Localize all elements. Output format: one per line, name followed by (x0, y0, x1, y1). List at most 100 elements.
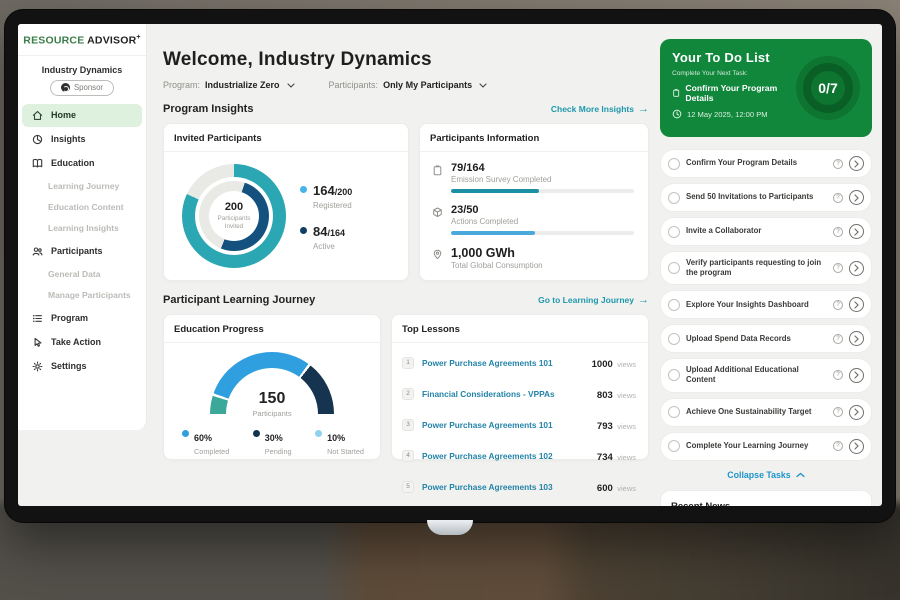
views-count: 734 (596, 451, 613, 463)
info-icon[interactable]: ? (833, 158, 843, 169)
collapse-tasks-link[interactable]: Collapse Tasks (660, 470, 872, 480)
checkbox-icon[interactable] (668, 298, 680, 311)
todo-item-label: Verify participants requesting to join t… (686, 258, 822, 278)
link-label: Check More Insights (550, 104, 634, 114)
progress-track (451, 189, 634, 193)
todo-item-label: Explore Your Insights Dashboard (686, 299, 809, 309)
chevron-right-icon[interactable] (849, 331, 864, 347)
checkbox-icon[interactable] (668, 225, 680, 238)
due-label: 12 May 2025, 12:00 PM (687, 109, 768, 119)
participants-info-list: 79/164 Emission Survey Completed 23/50 (430, 152, 638, 270)
active-label: Active (313, 241, 335, 251)
sidebar-item-education[interactable]: Education (22, 152, 142, 175)
chevron-right-icon[interactable] (849, 367, 864, 383)
todo-item-send-invitations[interactable]: Send 50 Invitations to Participants ? (660, 183, 872, 212)
program-filter[interactable]: Program: Industrialize Zero (163, 80, 295, 90)
brand-primary: RESOURCE (23, 34, 85, 47)
info-icon[interactable]: ? (833, 226, 843, 237)
lesson-row: 3 Power Purchase Agreements 101 793 view… (402, 409, 638, 440)
sidebar-item-learning-insights[interactable]: Learning Insights (48, 223, 119, 233)
metric-value: 23/50 (451, 204, 479, 216)
lesson-link[interactable]: Power Purchase Agreements 101 (422, 419, 553, 430)
next-task-label: Confirm Your Program Details (685, 83, 778, 103)
chevron-right-icon[interactable] (849, 190, 864, 205)
sidebar-item-take-action[interactable]: Take Action (22, 331, 142, 354)
recent-news-title: Recent News (671, 500, 731, 507)
info-icon[interactable]: ? (833, 263, 843, 274)
chevron-right-icon[interactable] (849, 404, 864, 420)
sidebar-item-label: Settings (51, 361, 87, 371)
info-icon[interactable]: ? (833, 441, 843, 451)
chevron-right-icon[interactable] (849, 297, 864, 313)
checkbox-icon[interactable] (668, 406, 680, 418)
sidebar-item-participants[interactable]: Participants (22, 240, 142, 263)
todo-item-complete-learning-journey[interactable]: Complete Your Learning Journey ? (660, 431, 872, 461)
gauge-label: Participants (252, 409, 292, 418)
chevron-right-icon[interactable] (849, 156, 864, 171)
monitor-stand-notch (427, 520, 473, 535)
pending-dot-icon (252, 430, 260, 437)
rank-badge: 2 (402, 387, 414, 400)
sidebar-item-label: Participants (51, 246, 103, 256)
sidebar-item-general-data[interactable]: General Data (48, 269, 101, 279)
chevron-right-icon[interactable] (849, 224, 864, 239)
sidebar-item-settings[interactable]: Settings (22, 355, 142, 378)
sidebar-item-program[interactable]: Program (22, 307, 142, 330)
sidebar-item-education-content[interactable]: Education Content (48, 202, 124, 212)
actions-completed-row: 23/50 Actions Completed (432, 204, 634, 235)
todo-item-label: Upload Spend Data Records (686, 333, 791, 343)
lesson-link[interactable]: Financial Considerations - VPPAs (422, 388, 555, 399)
checkbox-icon[interactable] (668, 262, 680, 275)
todo-item-explore-insights[interactable]: Explore Your Insights Dashboard ? (660, 290, 872, 320)
checkbox-icon[interactable] (668, 332, 680, 345)
sidebar-item-insights[interactable]: Insights (22, 128, 142, 151)
checkbox-icon[interactable] (668, 440, 680, 452)
sponsor-label: Sponsor (73, 83, 104, 92)
education-progress-card: Education Progress 150 Participants (163, 314, 381, 460)
active-total: /164 (327, 227, 345, 238)
info-icon[interactable]: ? (833, 299, 843, 310)
program-filter-label: Program: (163, 80, 201, 90)
check-more-insights-link[interactable]: Check More Insights → (551, 103, 649, 115)
program-insights-header: Program Insights Check More Insights → (163, 103, 649, 115)
info-icon[interactable]: ? (833, 407, 843, 417)
sidebar-nav: Home Insights Education Learning Journey… (18, 103, 146, 378)
participants-filter[interactable]: Participants: Only My Participants (329, 80, 488, 90)
consumption-row: 1,000 GWh Total Global Consumption (432, 246, 634, 270)
checkbox-icon[interactable] (668, 369, 680, 382)
checkbox-icon[interactable] (668, 191, 680, 204)
todo-item-confirm-program[interactable]: Confirm Your Program Details ? (660, 149, 872, 178)
todo-item-upload-educational-content[interactable]: Upload Additional Educational Content ? (660, 358, 872, 393)
info-icon[interactable]: ? (833, 333, 843, 344)
chevron-right-icon[interactable] (849, 438, 864, 454)
views-count: 803 (596, 389, 613, 401)
todo-item-achieve-target[interactable]: Achieve One Sustainability Target ? (660, 397, 872, 427)
clock-icon (672, 109, 682, 119)
emission-survey-row: 79/164 Emission Survey Completed (432, 162, 634, 193)
lesson-link[interactable]: Power Purchase Agreements 101 (422, 357, 553, 368)
chevron-right-icon[interactable] (849, 260, 864, 276)
metric-label: Actions Completed (451, 217, 519, 226)
home-icon (32, 110, 43, 120)
todo-item-upload-spend-data[interactable]: Upload Spend Data Records ? (660, 324, 872, 354)
center-column: Welcome, Industry Dynamics Program: Indu… (163, 36, 649, 506)
arrow-right-icon: → (638, 294, 649, 306)
sidebar-item-manage-participants[interactable]: Manage Participants (48, 290, 131, 300)
lesson-link[interactable]: Power Purchase Agreements 102 (422, 450, 553, 461)
sidebar-item-learning-journey[interactable]: Learning Journey (48, 181, 120, 191)
todo-subtitle: Complete Your Next Task: (672, 70, 748, 77)
go-to-learning-journey-link[interactable]: Go to Learning Journey → (538, 294, 649, 306)
active-value: 84 (313, 223, 328, 239)
donut-inner-ring (199, 181, 269, 251)
checkbox-icon[interactable] (668, 157, 680, 170)
info-icon[interactable]: ? (833, 192, 843, 203)
sponsor-badge[interactable]: Sponsor (50, 79, 114, 96)
todo-item-verify-participants[interactable]: Verify participants requesting to join t… (660, 251, 872, 286)
todo-item-invite-collaborator[interactable]: Invite a Collaborator ? (660, 217, 872, 246)
recent-news-card: Recent News (660, 489, 872, 507)
info-icon[interactable]: ? (833, 370, 843, 381)
legend-active: 84/164 Active (300, 223, 352, 251)
sidebar-item-home[interactable]: Home (22, 103, 142, 127)
todo-progress-ring: 0/7 (796, 56, 860, 120)
lesson-link[interactable]: Power Purchase Agreements 103 (422, 481, 553, 492)
